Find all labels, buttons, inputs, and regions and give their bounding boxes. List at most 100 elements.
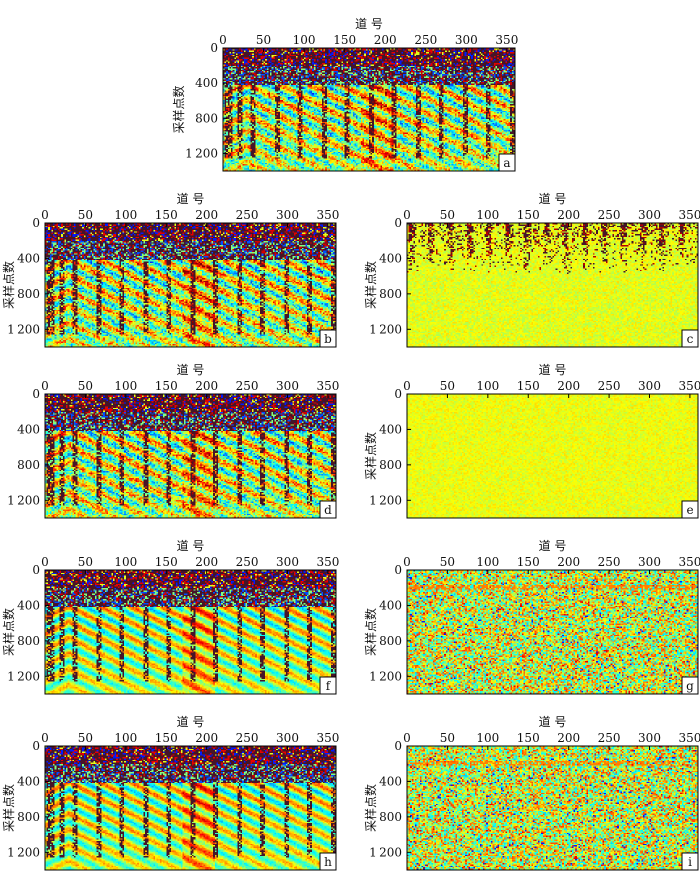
panel-label-box: [319, 329, 337, 348]
x-tick-label: 150: [155, 208, 178, 222]
x-tick-label: 50: [440, 555, 455, 569]
y-tick-label: 1 200: [369, 669, 402, 683]
panel-label-box: [681, 329, 699, 348]
panel-label: b: [324, 332, 332, 346]
x-tick-label: 300: [638, 731, 661, 745]
x-tick-label: 100: [476, 379, 499, 393]
plot-frame: [406, 222, 699, 348]
y-axis-title: 采样点数: [1, 608, 16, 656]
y-tick-label: 1 200: [7, 669, 40, 683]
y-axis-title: 采样点数: [1, 784, 16, 832]
x-tick-label: 250: [414, 33, 437, 47]
panel-a: 0 50 100 150 200 250 300 350 0 400 800 1 200 道 号采样点数…: [171, 17, 518, 172]
y-tick-label: 800: [17, 634, 40, 648]
x-tick-label: 0: [403, 731, 411, 745]
panel-label: h: [324, 855, 332, 869]
x-tick-label: 50: [78, 731, 93, 745]
x-tick-label: 300: [638, 208, 661, 222]
panel-label-box: [498, 153, 516, 172]
x-tick-label: 50: [440, 731, 455, 745]
y-tick-label: 0: [394, 387, 402, 401]
y-tick-label: 400: [379, 598, 402, 612]
x-tick-label: 150: [517, 379, 540, 393]
panel-i: 0 50 100 150 200 250 300 350 0 400 800 1 200 道 号采样点数…: [363, 715, 700, 871]
x-tick-label: 50: [440, 208, 455, 222]
x-tick-label: 0: [41, 555, 49, 569]
y-tick-label: 800: [379, 458, 402, 472]
y-tick-label: 0: [32, 216, 40, 230]
x-tick-label: 350: [678, 208, 700, 222]
y-tick-label: 400: [17, 598, 40, 612]
x-tick-label: 0: [219, 33, 227, 47]
y-tick-label: 0: [394, 563, 402, 577]
panel-d: 0 50 100 150 200 250 300 350 0 400 800 1 200 道 号 d: [7, 363, 339, 519]
x-tick-label: 300: [276, 379, 299, 393]
x-tick-label: 200: [195, 379, 218, 393]
x-tick-label: 200: [557, 731, 580, 745]
x-tick-label: 150: [333, 33, 356, 47]
heatmap-image-i: [407, 746, 698, 870]
x-tick-label: 100: [476, 555, 499, 569]
panel-c: 0 50 100 150 200 250 300 350 0 400 800 1 200 道 号采样点数…: [363, 192, 700, 348]
x-tick-label: 150: [517, 555, 540, 569]
y-axis-title: 采样点数: [1, 261, 16, 309]
y-tick-label: 400: [17, 422, 40, 436]
y-tick-label: 0: [394, 739, 402, 753]
x-tick-label: 250: [236, 379, 259, 393]
y-tick-label: 400: [195, 76, 218, 90]
x-tick-label: 150: [517, 208, 540, 222]
x-axis-title: 道 号: [177, 539, 205, 553]
y-tick-label: 800: [379, 810, 402, 824]
x-tick-label: 0: [403, 379, 411, 393]
x-tick-label: 50: [78, 208, 93, 222]
panel-label: a: [503, 156, 510, 170]
x-axis-title: 道 号: [177, 715, 205, 729]
x-tick-label: 350: [316, 731, 339, 745]
x-tick-label: 100: [476, 208, 499, 222]
x-tick-label: 150: [155, 379, 178, 393]
y-tick-label: 800: [195, 111, 218, 125]
y-tick-label: 800: [379, 634, 402, 648]
x-tick-label: 200: [195, 731, 218, 745]
x-tick-label: 150: [517, 731, 540, 745]
x-tick-label: 300: [638, 555, 661, 569]
x-axis-title: 道 号: [539, 715, 567, 729]
heatmap-image-f: [45, 570, 336, 694]
panel-e: 0 50 100 150 200 250 300 350 0 400 800 1 200 道 号采样点数…: [363, 363, 700, 519]
heatmap-image-c: [407, 223, 698, 347]
x-tick-label: 250: [236, 731, 259, 745]
x-tick-label: 250: [236, 555, 259, 569]
x-tick-label: 200: [557, 379, 580, 393]
x-tick-label: 50: [78, 379, 93, 393]
plot-frame: [44, 393, 337, 519]
x-axis-title: 道 号: [539, 363, 567, 377]
y-tick-label: 400: [379, 251, 402, 265]
y-tick-label: 1 200: [7, 493, 40, 507]
y-tick-label: 0: [32, 739, 40, 753]
panel-label: g: [686, 679, 694, 693]
y-tick-label: 0: [32, 387, 40, 401]
heatmap-image-g: [407, 570, 698, 694]
x-tick-label: 0: [41, 731, 49, 745]
y-tick-label: 1 200: [185, 146, 218, 160]
y-tick-label: 800: [17, 810, 40, 824]
x-tick-label: 200: [374, 33, 397, 47]
x-tick-label: 350: [316, 208, 339, 222]
x-tick-label: 200: [557, 555, 580, 569]
panel-label-box: [319, 852, 337, 871]
x-tick-label: 250: [598, 208, 621, 222]
x-tick-label: 300: [276, 208, 299, 222]
x-tick-label: 200: [195, 555, 218, 569]
panel-label: e: [686, 503, 693, 517]
panel-g: 0 50 100 150 200 250 300 350 0 400 800 1 200 道 号采样点数…: [363, 539, 700, 695]
x-tick-label: 350: [495, 33, 518, 47]
x-tick-label: 250: [598, 379, 621, 393]
plot-frame: [44, 222, 337, 348]
x-axis-title: 道 号: [177, 192, 205, 206]
plot-frame: [222, 47, 516, 172]
y-tick-label: 1 200: [7, 322, 40, 336]
x-tick-label: 300: [638, 379, 661, 393]
y-axis-title: 采样点数: [363, 261, 378, 309]
panel-label: d: [324, 503, 332, 517]
